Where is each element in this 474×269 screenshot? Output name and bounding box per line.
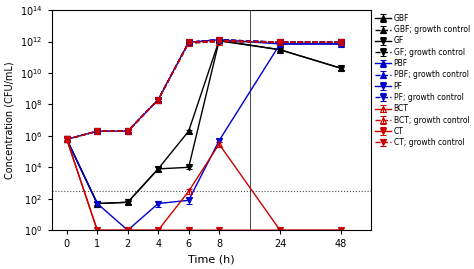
Y-axis label: Concentration (CFU/mL): Concentration (CFU/mL) (4, 61, 14, 179)
Legend: GBF, GBF; growth control, GF, GF; growth control, PBF, PBF; growth control, PF, : GBF, GBF; growth control, GF, GF; growth… (375, 14, 470, 147)
X-axis label: Time (h): Time (h) (188, 255, 235, 265)
